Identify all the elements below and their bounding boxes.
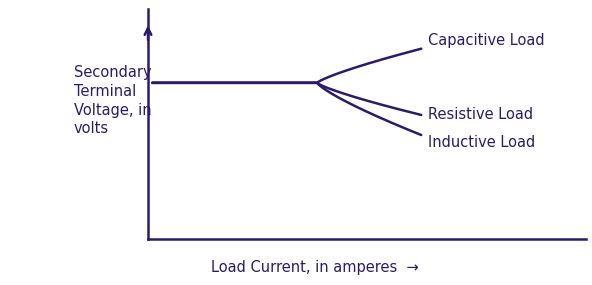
Text: Resistive Load: Resistive Load xyxy=(428,107,533,123)
Text: Load Current, in amperes  →: Load Current, in amperes → xyxy=(211,260,419,275)
Text: Inductive Load: Inductive Load xyxy=(428,135,535,150)
Text: Secondary
Terminal
Voltage, in
volts: Secondary Terminal Voltage, in volts xyxy=(73,66,151,136)
Text: Capacitive Load: Capacitive Load xyxy=(428,33,545,48)
